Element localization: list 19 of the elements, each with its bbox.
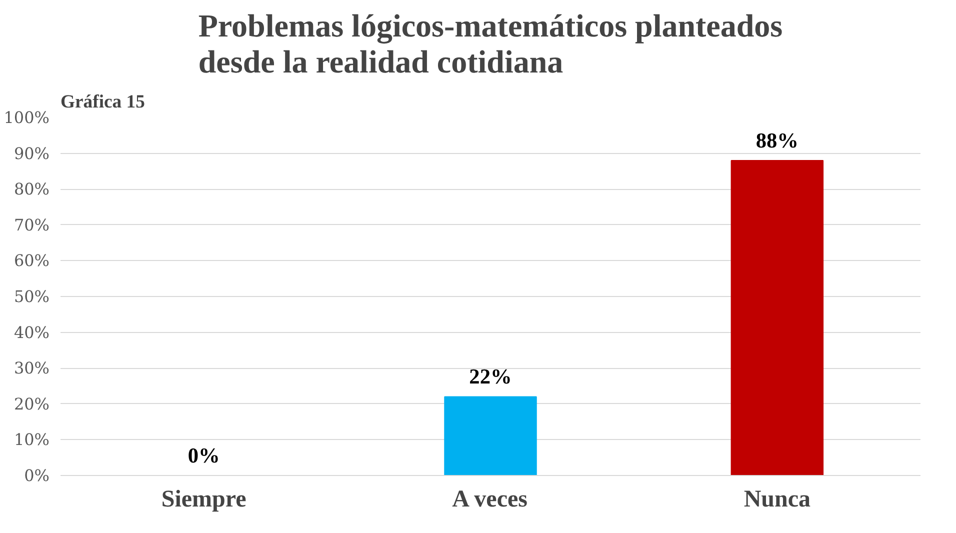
x-tick-label: Siempre bbox=[161, 486, 247, 512]
y-tick-label: 0% bbox=[24, 466, 50, 485]
text: Gráfica 15 bbox=[60, 92, 145, 112]
y-tick-label: 30% bbox=[14, 358, 50, 378]
y-tick-label: 100% bbox=[4, 108, 50, 127]
data-label: 22% bbox=[469, 364, 512, 389]
x-tick-label: Nunca bbox=[744, 486, 811, 512]
x-tick-label: A veces bbox=[452, 486, 528, 512]
y-tick-label: 60% bbox=[14, 251, 50, 270]
y-tick-label: 10% bbox=[14, 430, 50, 450]
y-tick-label: 70% bbox=[14, 215, 50, 234]
y-tick-label: 80% bbox=[14, 180, 50, 199]
data-label: 0% bbox=[188, 444, 220, 468]
y-tick-label: 20% bbox=[14, 394, 50, 414]
y-tick-label: 90% bbox=[14, 144, 50, 163]
chart-title: Problemas lógicos-matemáticos planteados desde la realidad cotidiana bbox=[198, 8, 783, 80]
y-tick-label: 40% bbox=[14, 322, 50, 342]
y-tick-label: 50% bbox=[14, 287, 50, 306]
data-label: 88% bbox=[756, 128, 798, 152]
